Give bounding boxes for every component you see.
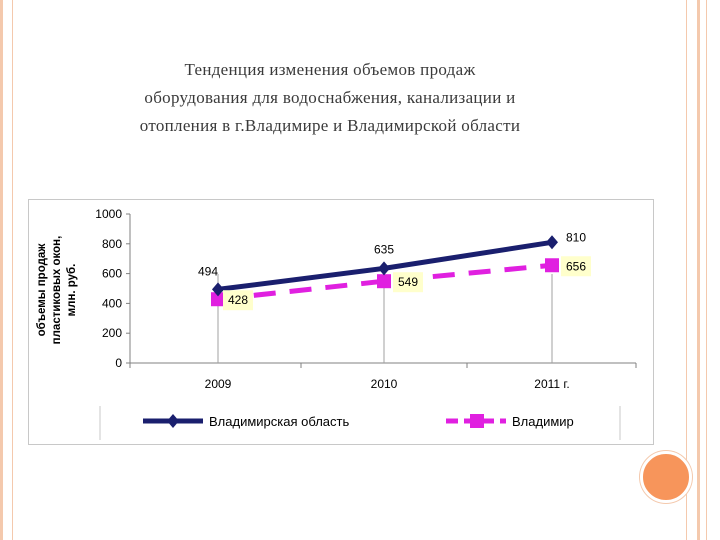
tick-labels: 0 200 400 600 800 1000 2009 2010 2011 г.: [95, 207, 569, 391]
legend-marker-region: [167, 414, 179, 428]
data-label-region: 635: [374, 242, 394, 256]
data-labels: 494 635 810 428 549 656: [198, 230, 591, 311]
legend: Владимирская область Владимир: [99, 406, 621, 440]
y-tick-label: 1000: [95, 207, 122, 221]
decorative-circle: [640, 451, 692, 503]
marker-vladimir: [377, 274, 391, 289]
series-line-vladimir: [217, 262, 553, 302]
y-tick-label: 800: [102, 237, 122, 251]
marker-region: [212, 282, 224, 297]
series-group: [211, 235, 559, 307]
slide-title: Тенденция изменения объемов продаж обору…: [30, 56, 630, 140]
axes: [126, 213, 637, 368]
slide-frame-right-outer: [706, 0, 718, 540]
y-tick-label: 400: [102, 296, 122, 310]
slide-frame-right: [686, 0, 700, 540]
y-axis-title-group: объемы продаж пластиковых окон, млн. руб.: [36, 236, 78, 345]
x-tick-label: 2010: [371, 377, 398, 391]
legend-label-region: Владимирская область: [209, 414, 349, 429]
marker-vladimir: [545, 258, 559, 273]
y-axis-title: пластиковых окон,: [51, 236, 63, 345]
marker-region: [378, 261, 390, 276]
data-label-bg: [393, 272, 423, 293]
data-label-vladimir: 549: [398, 275, 418, 289]
data-label-bg: [223, 290, 253, 311]
marker-vladimir: [211, 292, 225, 307]
data-label-bg: [561, 256, 591, 277]
slide-frame-left: [0, 0, 13, 540]
y-tick-label: 600: [102, 267, 122, 281]
legend-label-vladimir: Владимир: [512, 414, 574, 429]
data-label-vladimir: 428: [228, 293, 248, 307]
y-tick-label: 0: [115, 356, 122, 370]
data-label-vladimir: 656: [566, 259, 586, 273]
title-line-1: Тенденция изменения объемов продаж: [184, 60, 476, 79]
title-line-3: отопления в г.Владимире и Владимирской о…: [139, 116, 521, 135]
legend-marker-vladimir: [470, 414, 484, 428]
marker-region: [546, 235, 558, 250]
data-label-region: 810: [566, 230, 586, 244]
y-tick-label: 200: [102, 326, 122, 340]
title-line-2: оборудования для водоснабжения, канализа…: [144, 88, 516, 107]
x-tick-label: 2009: [205, 377, 232, 391]
x-tick-label: 2011 г.: [534, 377, 569, 391]
y-axis-title: объемы продаж: [36, 243, 48, 337]
data-label-region: 494: [198, 264, 218, 278]
y-axis-title: млн. руб.: [66, 264, 78, 317]
